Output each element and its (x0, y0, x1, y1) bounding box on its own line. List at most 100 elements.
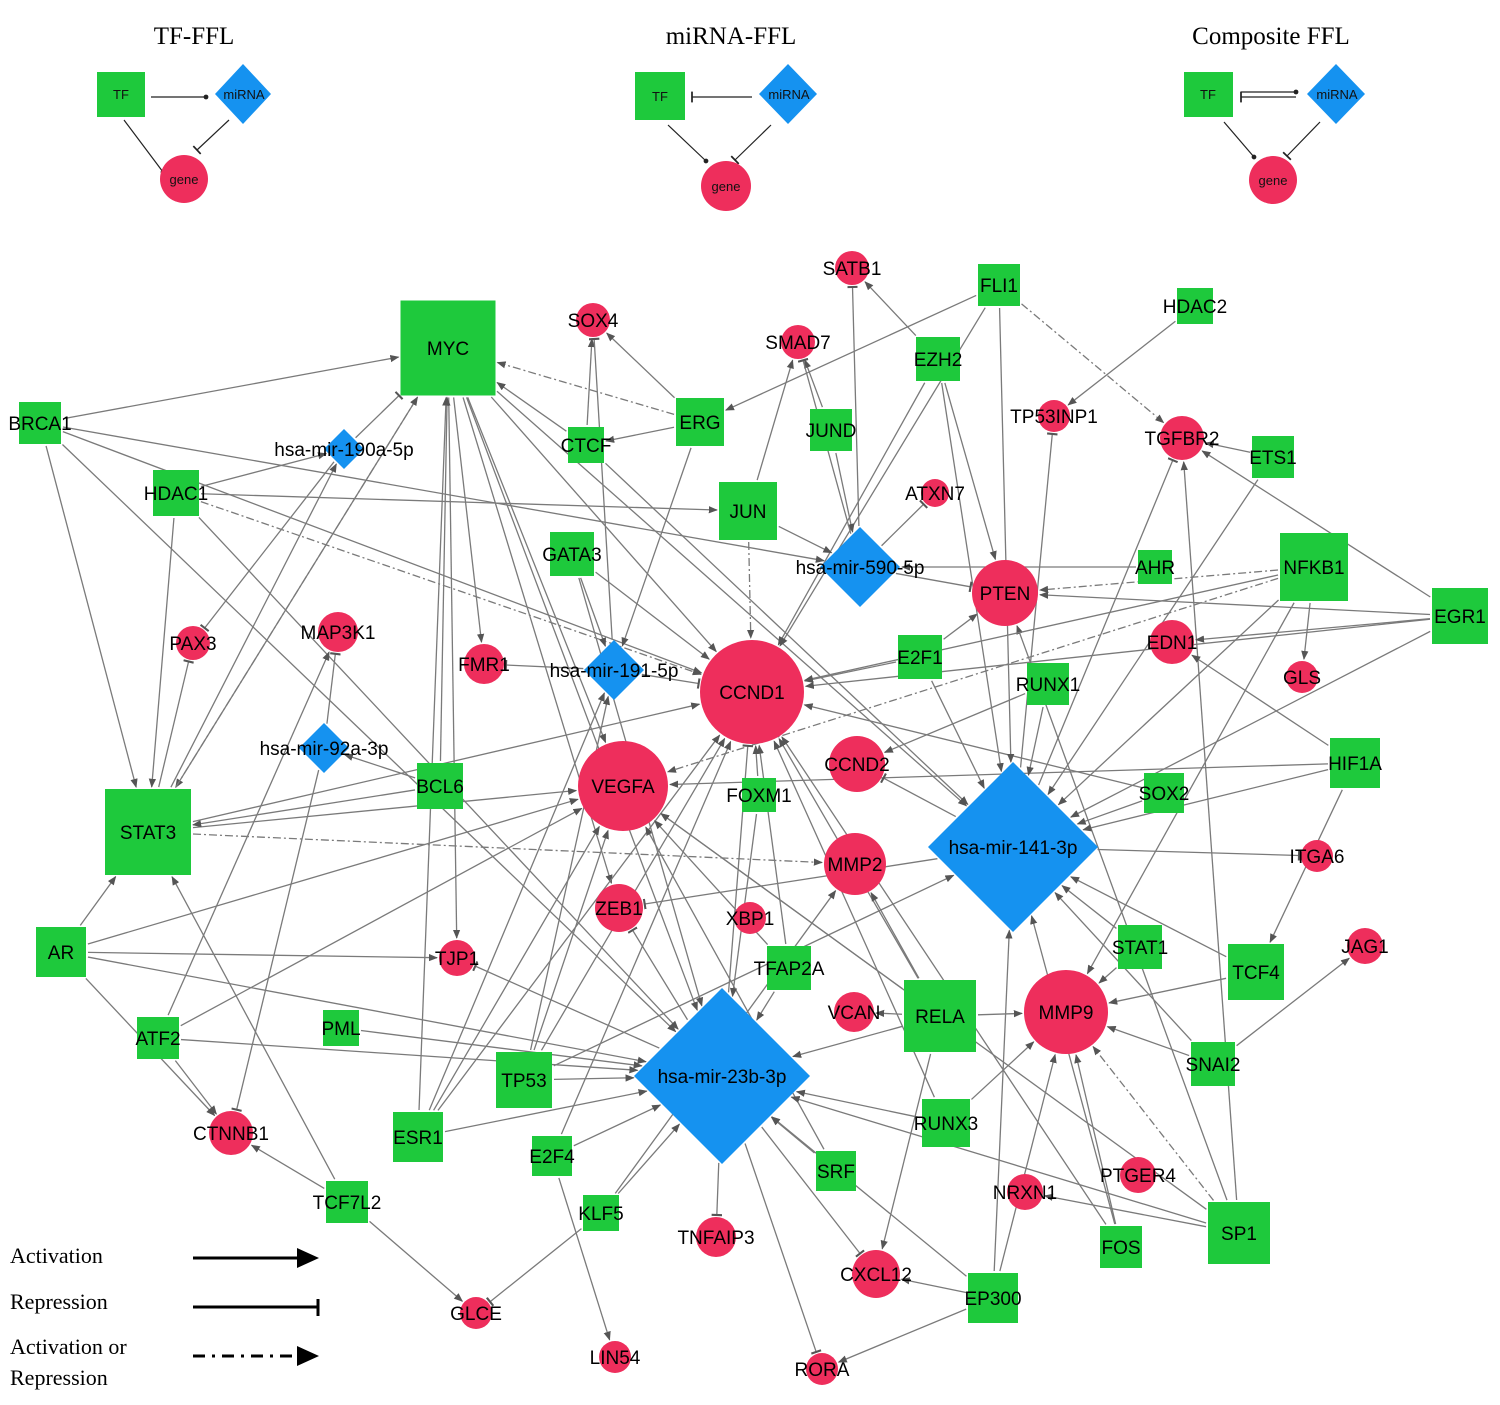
gene-node-ptger4[interactable]: PTGER4 (1100, 1157, 1176, 1193)
gene-node-jag1[interactable]: JAG1 (1341, 928, 1389, 964)
mirna-node-hsa-mir-141-3p[interactable]: hsa-mir-141-3p (928, 762, 1098, 932)
gene-node-atxn7[interactable]: ATXN7 (905, 479, 965, 507)
gene-node-pten[interactable]: PTEN (972, 560, 1038, 626)
tf-shape (1252, 436, 1294, 478)
node-label: KLF5 (578, 1204, 623, 1225)
tf-node-tfap2a[interactable]: TFAP2A (754, 946, 825, 990)
tf-node-e2f1[interactable]: E2F1 (897, 635, 943, 679)
node-label: SOX4 (568, 311, 619, 332)
mirna-shape (820, 527, 900, 607)
tf-node-ep300[interactable]: EP300 (964, 1273, 1022, 1323)
node-label: STAT1 (1112, 938, 1168, 959)
tf-node-ahr[interactable]: AHR (1135, 550, 1175, 584)
gene-node-sox4[interactable]: SOX4 (568, 303, 619, 337)
edge-hsa-mir-191-5p-to-ccnd1 (641, 673, 701, 689)
edge-ep300-to-cxcl12 (900, 1277, 967, 1294)
node-label: hsa-mir-141-3p (949, 838, 1078, 859)
gene-node-cxcl12[interactable]: CXCL12 (840, 1250, 912, 1298)
tf-shape (323, 1010, 359, 1046)
tf-node-hif1a[interactable]: HIF1A (1328, 738, 1382, 788)
gene-node-rora[interactable]: RORA (795, 1353, 850, 1385)
gene-node-tp53inp1[interactable]: TP53INP1 (1010, 400, 1098, 432)
gene-node-ccnd2[interactable]: CCND2 (824, 736, 890, 792)
gene-node-vcan[interactable]: VCAN (828, 992, 881, 1032)
tf-node-gata3[interactable]: GATA3 (542, 532, 602, 576)
gene-node-gls[interactable]: GLS (1283, 661, 1321, 693)
tf-node-egr1[interactable]: EGR1 (1432, 588, 1488, 644)
tf-node-ets1[interactable]: ETS1 (1249, 436, 1297, 478)
gene-node-tgfbr2[interactable]: TGFBR2 (1145, 416, 1220, 460)
edge-snai2-to-jag1 (1236, 957, 1350, 1047)
gene-node-satb1[interactable]: SATB1 (823, 251, 882, 285)
tf-node-erg[interactable]: ERG (676, 398, 724, 446)
tf-node-atf2[interactable]: ATF2 (135, 1017, 181, 1059)
tf-node-stat3[interactable]: STAT3 (105, 789, 191, 875)
edge-e2f4-to-lin54 (558, 1177, 611, 1341)
tf-label: TF (1200, 87, 1216, 102)
node-label: hsa-mir-590-5p (796, 558, 925, 579)
tf-node-pml[interactable]: PML (321, 1010, 361, 1046)
gene-node-mmp2[interactable]: MMP2 (824, 833, 886, 895)
node-label: TFAP2A (754, 959, 825, 980)
gene-shape (595, 884, 643, 932)
tf-node-ar[interactable]: AR (36, 927, 86, 977)
tf-node-sp1[interactable]: SP1 (1208, 1202, 1270, 1264)
tf-node-fos[interactable]: FOS (1100, 1226, 1142, 1268)
tf-node-bcl6[interactable]: BCL6 (416, 763, 464, 809)
node-label: STAT3 (120, 823, 176, 844)
tf-node-sox2[interactable]: SOX2 (1139, 773, 1190, 813)
gene-node-vegfa[interactable]: VEGFA (578, 741, 668, 831)
tf-node-rela[interactable]: RELA (904, 980, 976, 1052)
tf-node-nfkb1[interactable]: NFKB1 (1280, 533, 1348, 601)
gene-node-tnfaip3[interactable]: TNFAIP3 (677, 1217, 755, 1257)
edge-esr1-to-myc (418, 396, 450, 1111)
gene-node-smad7[interactable]: SMAD7 (765, 325, 831, 359)
tf-node-ezh2[interactable]: EZH2 (914, 337, 963, 381)
tf-node-jun[interactable]: JUN (719, 482, 777, 540)
tf-shape (1191, 1042, 1235, 1086)
tf-node-hdac2[interactable]: HDAC2 (1163, 288, 1227, 324)
mirna-node-hsa-mir-191-5p[interactable]: hsa-mir-191-5p (550, 640, 679, 700)
edge-erg-to-myc (496, 361, 675, 416)
tf-node-foxm1[interactable]: FOXM1 (726, 778, 792, 812)
gene-node-tjp1[interactable]: TJP1 (435, 940, 479, 976)
gene-node-pax3[interactable]: PAX3 (169, 626, 217, 660)
tf-node-esr1[interactable]: ESR1 (393, 1112, 443, 1162)
gene-shape (439, 940, 475, 976)
tf-node-runx1[interactable]: RUNX1 (1016, 663, 1080, 705)
gene-node-map3k1[interactable]: MAP3K1 (301, 612, 376, 652)
mirna-node-hsa-mir-190a-5p[interactable]: hsa-mir-190a-5p (274, 429, 414, 469)
tf-node-brca1[interactable]: BRCA1 (8, 402, 72, 444)
tf-node-hdac1[interactable]: HDAC1 (144, 470, 208, 516)
tf-node-srf[interactable]: SRF (816, 1151, 856, 1191)
edge-stat3-to-pax3 (158, 659, 194, 788)
tf-node-myc[interactable]: MYC (400, 300, 496, 396)
node-label: CTNNB1 (193, 1124, 269, 1145)
tf-node-runx3[interactable]: RUNX3 (914, 1099, 978, 1147)
tf-node-snai2[interactable]: SNAI2 (1186, 1042, 1241, 1086)
gene-shape (578, 741, 668, 831)
tf-node-tp53[interactable]: TP53 (496, 1052, 552, 1108)
gene-node-xbp1[interactable]: XBP1 (726, 902, 775, 934)
tf-node-ctcf[interactable]: CTCF (561, 427, 612, 463)
tf-node-klf5[interactable]: KLF5 (578, 1195, 624, 1231)
gene-node-fmr1[interactable]: FMR1 (458, 644, 510, 684)
gene-node-lin54[interactable]: LIN54 (590, 1341, 641, 1373)
gene-node-zeb1[interactable]: ZEB1 (595, 884, 643, 932)
gene-node-ctnnb1[interactable]: CTNNB1 (193, 1111, 269, 1155)
gene-node-glce[interactable]: GLCE (450, 1297, 502, 1329)
gene-node-itga6[interactable]: ITGA6 (1290, 840, 1345, 872)
gene-node-ccnd1[interactable]: CCND1 (700, 640, 804, 744)
tf-node-e2f4[interactable]: E2F4 (529, 1136, 575, 1176)
tf-node-jund[interactable]: JUND (806, 409, 857, 451)
gene-node-mmp9[interactable]: MMP9 (1024, 970, 1108, 1054)
mirna-node-hsa-mir-23b-3p[interactable]: hsa-mir-23b-3p (634, 988, 810, 1164)
tf-node-stat1[interactable]: STAT1 (1112, 925, 1168, 969)
tf-node-tcf4[interactable]: TCF4 (1228, 944, 1284, 1000)
gene-node-nrxn1[interactable]: NRXN1 (993, 1174, 1057, 1210)
tf-node-fli1[interactable]: FLI1 (978, 264, 1020, 306)
tf-node-tcf7l2[interactable]: TCF7L2 (313, 1181, 382, 1223)
mirna-node-hsa-mir-92a-3p[interactable]: hsa-mir-92a-3p (260, 723, 389, 773)
gene-node-edn1[interactable]: EDN1 (1147, 620, 1198, 664)
mirna-node-hsa-mir-590-5p[interactable]: hsa-mir-590-5p (796, 527, 925, 607)
